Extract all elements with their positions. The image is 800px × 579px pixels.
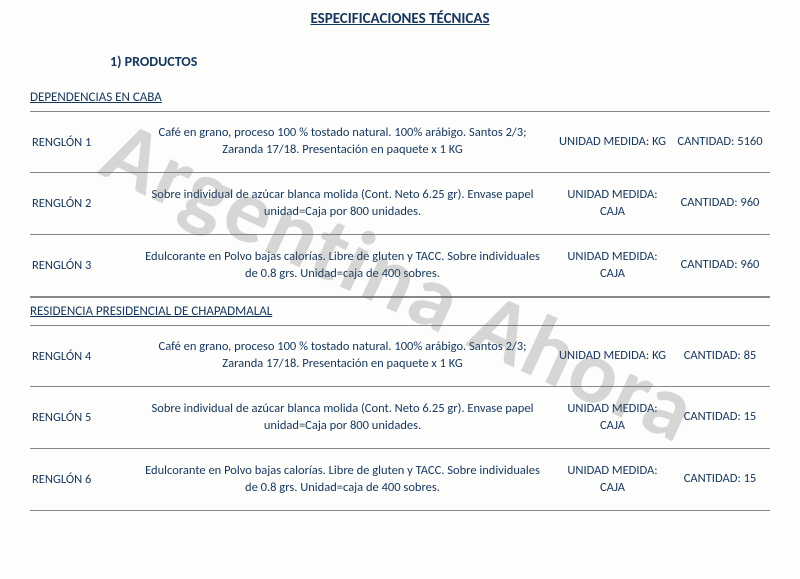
quantity-label: CANTIDAD: — [681, 195, 738, 210]
unit-cell: UNIDAD MEDIDA: CAJA — [555, 401, 670, 435]
unit-value: CAJA — [600, 480, 625, 495]
subsection-caba: DEPENDENCIAS EN CABA — [30, 90, 770, 105]
renglon-label: RENGLÓN 1 — [30, 135, 130, 150]
unit-label: UNIDAD MEDIDA: — [559, 134, 649, 149]
quantity-cell: CANTIDAD: 85 — [670, 348, 770, 365]
unit-label: UNIDAD MEDIDA: — [567, 187, 657, 202]
unit-value: CAJA — [600, 418, 625, 433]
unit-value: CAJA — [600, 266, 625, 281]
quantity-label: CANTIDAD: — [684, 409, 741, 424]
unit-label: UNIDAD MEDIDA: — [567, 401, 657, 416]
group-chapadmalal: RENGLÓN 4 Café en grano, proceso 100 % t… — [30, 325, 770, 511]
unit-cell: UNIDAD MEDIDA: CAJA — [555, 463, 670, 497]
group-caba: RENGLÓN 1 Café en grano, proceso 100 % t… — [30, 111, 770, 297]
row-description: Edulcorante en Polvo bajas calorías. Lib… — [130, 249, 555, 283]
unit-cell: UNIDAD MEDIDA: KG — [555, 134, 670, 151]
row-description: Sobre individual de azúcar blanca molida… — [130, 187, 555, 221]
row-description: Sobre individual de azúcar blanca molida… — [130, 401, 555, 435]
row-description: Edulcorante en Polvo bajas calorías. Lib… — [130, 463, 555, 497]
quantity-cell: CANTIDAD: 960 — [670, 195, 770, 212]
quantity-value: 5160 — [737, 134, 762, 149]
table-row: RENGLÓN 6 Edulcorante en Polvo bajas cal… — [30, 449, 770, 511]
subsection-chapadmalal: RESIDENCIA PRESIDENCIAL DE CHAPADMALAL — [30, 297, 770, 319]
renglon-label: RENGLÓN 4 — [30, 349, 130, 364]
unit-cell: UNIDAD MEDIDA: CAJA — [555, 187, 670, 221]
quantity-cell: CANTIDAD: 15 — [670, 471, 770, 488]
renglon-label: RENGLÓN 5 — [30, 410, 130, 425]
page-content: ESPECIFICACIONES TÉCNICAS 1) PRODUCTOS D… — [0, 0, 800, 511]
quantity-label: CANTIDAD: — [684, 348, 741, 363]
page-title: ESPECIFICACIONES TÉCNICAS — [30, 10, 770, 28]
unit-label: UNIDAD MEDIDA: — [559, 348, 649, 363]
unit-cell: UNIDAD MEDIDA: KG — [555, 348, 670, 365]
quantity-cell: CANTIDAD: 5160 — [670, 134, 770, 151]
renglon-label: RENGLÓN 3 — [30, 258, 130, 273]
unit-value: KG — [652, 348, 666, 363]
quantity-label: CANTIDAD: — [681, 257, 738, 272]
row-description: Café en grano, proceso 100 % tostado nat… — [130, 125, 555, 159]
unit-value: KG — [652, 134, 666, 149]
quantity-value: 960 — [740, 195, 759, 210]
quantity-value: 85 — [744, 348, 757, 363]
table-row: RENGLÓN 4 Café en grano, proceso 100 % t… — [30, 325, 770, 387]
quantity-label: CANTIDAD: — [684, 471, 741, 486]
quantity-cell: CANTIDAD: 960 — [670, 257, 770, 274]
renglon-label: RENGLÓN 6 — [30, 472, 130, 487]
section-heading-products: 1) PRODUCTOS — [110, 53, 770, 70]
renglon-label: RENGLÓN 2 — [30, 196, 130, 211]
unit-label: UNIDAD MEDIDA: — [567, 249, 657, 264]
table-row: RENGLÓN 3 Edulcorante en Polvo bajas cal… — [30, 235, 770, 297]
quantity-cell: CANTIDAD: 15 — [670, 409, 770, 426]
quantity-value: 15 — [744, 409, 757, 424]
unit-label: UNIDAD MEDIDA: — [567, 463, 657, 478]
table-row: RENGLÓN 2 Sobre individual de azúcar bla… — [30, 173, 770, 235]
table-row: RENGLÓN 1 Café en grano, proceso 100 % t… — [30, 111, 770, 173]
quantity-value: 960 — [740, 257, 759, 272]
unit-value: CAJA — [600, 204, 625, 219]
quantity-label: CANTIDAD: — [677, 134, 734, 149]
unit-cell: UNIDAD MEDIDA: CAJA — [555, 249, 670, 283]
table-row: RENGLÓN 5 Sobre individual de azúcar bla… — [30, 387, 770, 449]
quantity-value: 15 — [744, 471, 757, 486]
row-description: Café en grano, proceso 100 % tostado nat… — [130, 339, 555, 373]
